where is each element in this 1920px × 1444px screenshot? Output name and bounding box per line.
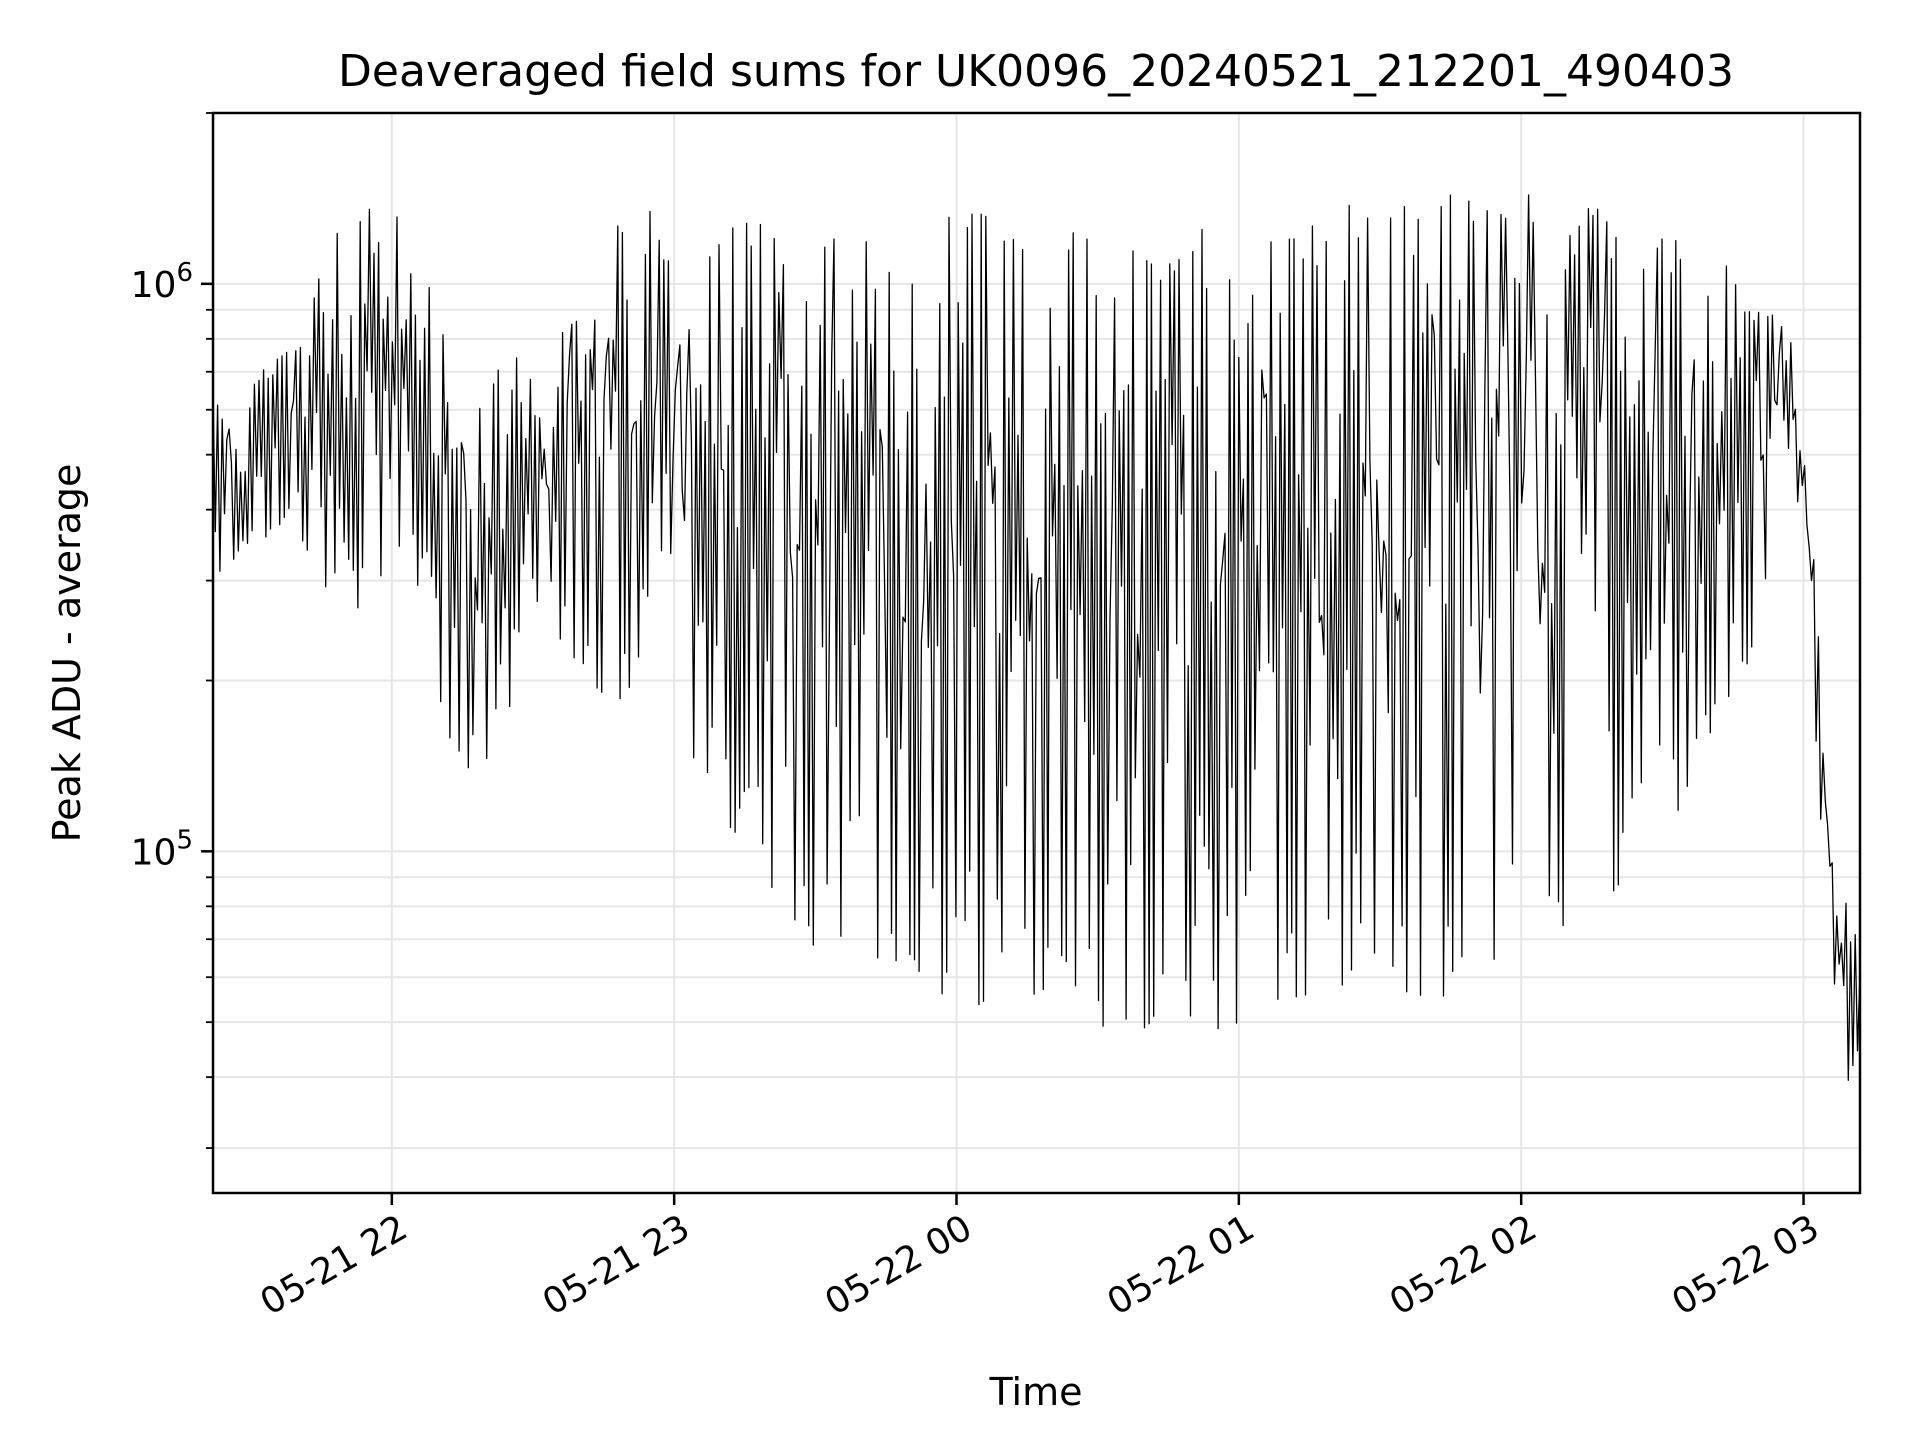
x-tick-label: 05-22 01 [1101,1207,1262,1323]
x-tick-label: 05-21 23 [536,1207,697,1323]
y-axis-label: Peak ADU - average [45,464,89,843]
series-line [212,194,1861,1081]
x-tick-label: 05-21 22 [254,1207,415,1323]
axes: 05-21 22 05-21 23 05-22 00 05-22 01 05-22 02… [131,112,1826,1324]
plot-frame [211,111,1862,1195]
chart-title: Deaveraged field sums for UK0096_2024052… [338,46,1734,97]
x-axis-label: Time [989,1370,1083,1414]
y-tick-label: 106 [131,258,193,306]
x-tick-label: 05-22 00 [818,1207,979,1323]
x-tick-label: 05-22 02 [1383,1207,1544,1323]
y-tick-label: 105 [131,825,193,873]
x-tick-label: 05-22 03 [1665,1207,1826,1323]
